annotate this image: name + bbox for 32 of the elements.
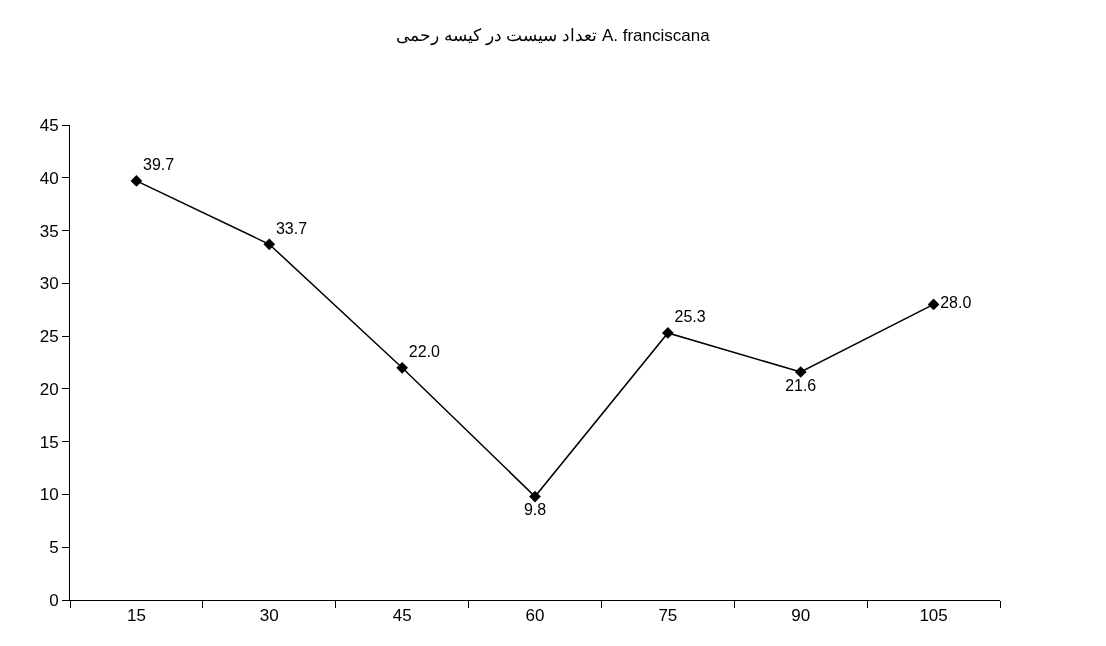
y-tick-label: 35 [39, 221, 59, 241]
y-tick-label: 5 [49, 538, 59, 558]
x-tick-label: 60 [525, 606, 545, 626]
y-tick-label: 10 [39, 485, 59, 505]
data-label: 39.7 [143, 156, 175, 174]
point [263, 238, 276, 251]
chart-title: تعداد سیست در کیسه رحمی A. franciscana [396, 25, 711, 46]
data-label: 25.3 [674, 308, 706, 326]
point [794, 366, 807, 378]
x-tick-label: 90 [791, 606, 811, 626]
point [130, 175, 143, 187]
point [396, 361, 408, 374]
data-label: 22.0 [408, 343, 441, 361]
data-label: 33.7 [275, 219, 308, 237]
y-tick-label: 25 [39, 327, 59, 347]
data-label: 21.6 [785, 376, 817, 394]
x-tick-label: 30 [259, 606, 279, 626]
y-tick-label: 45 [39, 115, 59, 135]
x-tick-label: 105 [919, 606, 948, 626]
data-label: 28.0 [940, 294, 972, 312]
x-tick-label: 15 [126, 606, 146, 626]
point [927, 298, 940, 311]
x-tick-label: 45 [392, 606, 412, 626]
point [662, 327, 674, 339]
point [529, 490, 541, 503]
y-tick-label: 30 [39, 274, 59, 294]
data-label: 9.8 [523, 501, 547, 519]
y-tick-label: 20 [39, 379, 59, 399]
y-tick-label: 0 [49, 590, 59, 610]
x-tick-label: 75 [658, 606, 678, 626]
y-tick-label: 15 [39, 432, 59, 452]
y-tick-label: 40 [39, 168, 59, 188]
